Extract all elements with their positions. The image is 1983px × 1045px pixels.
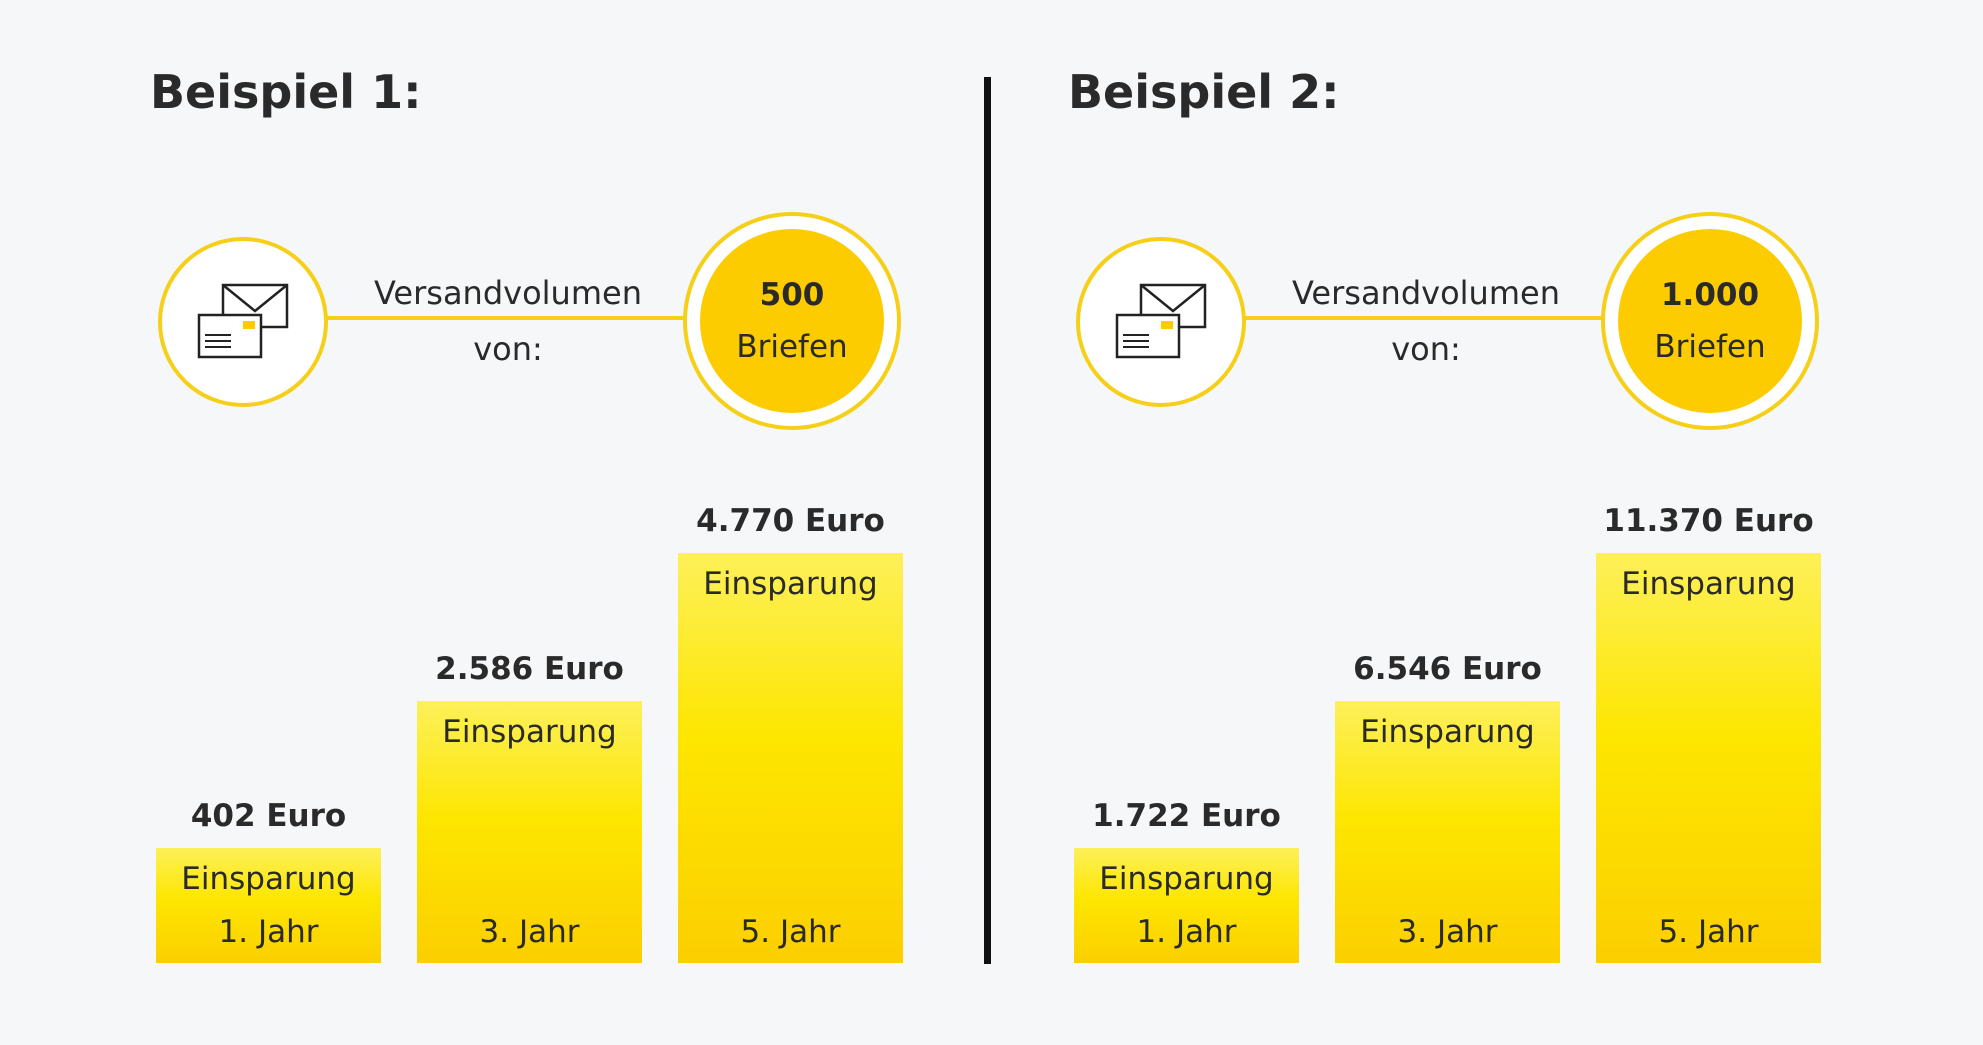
bar-value-label: 11.370 Euro [1603, 503, 1814, 539]
volume-badge: 500 Briefen [683, 212, 901, 430]
volume-value: 500 [759, 277, 825, 313]
example-panel-1: Beispiel 1: Versandvolumen von: 500 Brie… [0, 0, 920, 1045]
bar-category-label: 5. Jahr [740, 914, 841, 950]
bar-saving-label: Einsparung [1099, 861, 1274, 897]
bar-saving-label: Einsparung [1621, 566, 1796, 602]
envelope-badge [1076, 237, 1246, 407]
volume-unit: Briefen [736, 329, 848, 365]
bar-category-label: 3. Jahr [479, 914, 580, 950]
panel-title: Beispiel 2: [1068, 65, 1340, 119]
volume-badge-inner: 1.000 Briefen [1618, 229, 1802, 413]
bar-category-label: 3. Jahr [1397, 914, 1498, 950]
bar-value-label: 1.722 Euro [1092, 798, 1281, 834]
volume-unit: Briefen [1654, 329, 1766, 365]
bar-category-label: 1. Jahr [218, 914, 319, 950]
bar: Einsparung 5. Jahr [678, 553, 903, 963]
bar-value-label: 4.770 Euro [696, 503, 885, 539]
volume-badge-inner: 500 Briefen [700, 229, 884, 413]
bar-value-label: 402 Euro [190, 798, 347, 834]
volume-label: Versandvolumen von: [1268, 265, 1584, 377]
connector-line [325, 316, 685, 320]
volume-label-line1: Versandvolumen [1292, 274, 1560, 312]
bar-value-label: 2.586 Euro [435, 650, 624, 687]
volume-label: Versandvolumen von: [350, 265, 666, 377]
savings-bar-chart: 402 Euro Einsparung 1. Jahr 2.586 Euro Einsp… [0, 0, 920, 1045]
bar: Einsparung 1. Jahr [156, 848, 381, 963]
example-panel-2: Beispiel 2: Versandvolumen von: 1.000 Br… [918, 0, 1838, 1045]
divider [984, 77, 991, 964]
bar: Einsparung 3. Jahr [417, 700, 642, 963]
volume-label-line2: von: [473, 330, 543, 368]
bar-saving-label: Einsparung [442, 713, 617, 750]
bar-saving-label: Einsparung [703, 566, 878, 602]
envelope-icon [197, 283, 289, 359]
connector-line [1243, 316, 1603, 320]
volume-value: 1.000 [1660, 277, 1760, 313]
bar-value-label: 6.546 Euro [1353, 650, 1542, 687]
volume-badge: 1.000 Briefen [1601, 212, 1819, 430]
bar: Einsparung 3. Jahr [1335, 700, 1560, 963]
bar-category-label: 5. Jahr [1658, 914, 1759, 950]
bar-category-label: 1. Jahr [1136, 914, 1237, 950]
volume-label-line2: von: [1391, 330, 1461, 368]
bar-saving-label: Einsparung [181, 861, 356, 897]
savings-bar-chart: 1.722 Euro Einsparung 1. Jahr 6.546 Euro Ein… [918, 0, 1838, 1045]
volume-label-line1: Versandvolumen [374, 274, 642, 312]
envelope-badge [158, 237, 328, 407]
bar: Einsparung 5. Jahr [1596, 553, 1821, 963]
envelope-icon [1115, 283, 1207, 359]
panel-title: Beispiel 1: [150, 65, 422, 119]
bar: Einsparung 1. Jahr [1074, 848, 1299, 963]
bar-saving-label: Einsparung [1360, 713, 1535, 750]
